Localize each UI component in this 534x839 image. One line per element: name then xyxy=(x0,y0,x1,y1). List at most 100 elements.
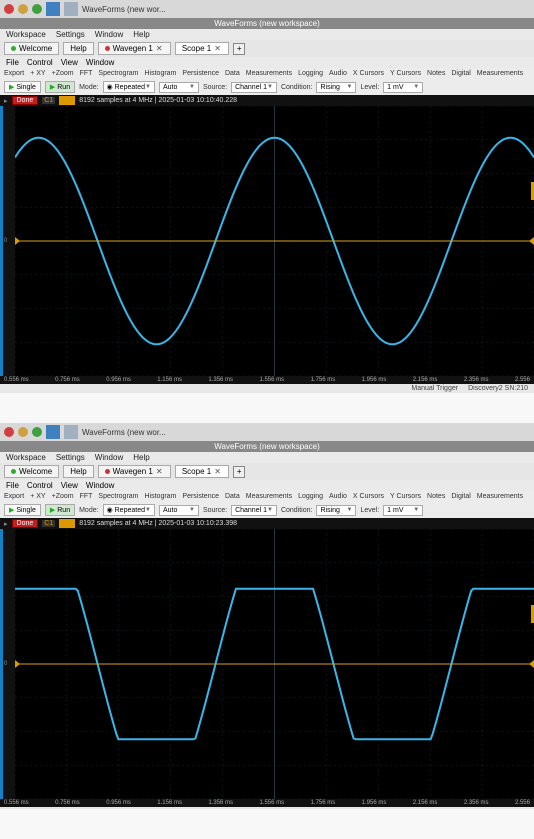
tool-data[interactable]: Data xyxy=(225,70,240,77)
add-tab-button[interactable]: + xyxy=(233,43,245,55)
tab-wavegen 1[interactable]: Wavegen 1✕ xyxy=(98,42,171,55)
scope-plot[interactable] xyxy=(15,529,534,799)
close-window-icon[interactable] xyxy=(4,4,14,14)
level-select[interactable]: 1 mV▼ xyxy=(383,505,423,516)
submenu-control[interactable]: Control xyxy=(27,58,53,67)
tool-x cur-or-[interactable]: X Cursors xyxy=(353,493,384,500)
tab-scope 1[interactable]: Scope 1✕ xyxy=(175,465,229,478)
tab-welcome[interactable]: Welcome xyxy=(4,465,59,478)
menu-settings[interactable]: Settings xyxy=(56,453,85,462)
expand-icon[interactable]: ▸ xyxy=(4,520,8,528)
mode-select[interactable]: ◉ Repeated▼ xyxy=(103,504,155,516)
tab-welcome[interactable]: Welcome xyxy=(4,42,59,55)
tool-per-i-tence[interactable]: Persistence xyxy=(182,493,219,500)
tool-mea-urement-[interactable]: Measurements xyxy=(246,70,292,77)
submenu-window[interactable]: Window xyxy=(86,58,114,67)
run-button[interactable]: ▶Run xyxy=(45,81,75,93)
tool-data[interactable]: Data xyxy=(225,493,240,500)
mode-select[interactable]: ◉ Repeated▼ xyxy=(103,81,155,93)
tool-note-[interactable]: Notes xyxy=(427,493,445,500)
tool-mea-urement-[interactable]: Measurements xyxy=(246,493,292,500)
submenu-file[interactable]: File xyxy=(6,481,19,490)
close-window-icon[interactable] xyxy=(4,427,14,437)
single-button[interactable]: ▶Single xyxy=(4,81,41,93)
tool-- xy[interactable]: + XY xyxy=(30,70,45,77)
trigger-marker-left-icon[interactable] xyxy=(15,660,20,668)
auto-select[interactable]: Auto▼ xyxy=(159,505,199,516)
submenu-window[interactable]: Window xyxy=(86,481,114,490)
tool-fft[interactable]: FFT xyxy=(80,493,93,500)
tool--zoom[interactable]: +Zoom xyxy=(52,493,74,500)
menu-help[interactable]: Help xyxy=(133,30,149,39)
submenu-file[interactable]: File xyxy=(6,58,19,67)
tool-fft[interactable]: FFT xyxy=(80,70,93,77)
single-button[interactable]: ▶Single xyxy=(4,504,41,516)
tool--zoom[interactable]: +Zoom xyxy=(52,70,74,77)
run-button[interactable]: ▶Run xyxy=(45,504,75,516)
c1-select[interactable] xyxy=(59,96,75,105)
menu-workspace[interactable]: Workspace xyxy=(6,30,46,39)
tool-- xy[interactable]: + XY xyxy=(30,493,45,500)
chevron-down-icon: ▼ xyxy=(189,84,195,90)
source-select[interactable]: Channel 1▼ xyxy=(231,82,277,93)
tool--pectrogram[interactable]: Spectrogram xyxy=(98,493,138,500)
auto-select[interactable]: Auto▼ xyxy=(159,82,199,93)
minimize-window-icon[interactable] xyxy=(18,427,28,437)
tool--pectrogram[interactable]: Spectrogram xyxy=(98,70,138,77)
close-icon[interactable]: ✕ xyxy=(214,44,222,53)
tool-digital[interactable]: Digital xyxy=(451,493,470,500)
condition-select[interactable]: Rising▼ xyxy=(316,505,356,516)
tool-digital[interactable]: Digital xyxy=(451,70,470,77)
x-tick: 1.156 ms xyxy=(157,377,182,383)
condition-select[interactable]: Rising▼ xyxy=(316,82,356,93)
tool-note-[interactable]: Notes xyxy=(427,70,445,77)
source-select[interactable]: Channel 1▼ xyxy=(231,505,277,516)
tab-scope 1[interactable]: Scope 1✕ xyxy=(175,42,229,55)
menu-workspace[interactable]: Workspace xyxy=(6,453,46,462)
scope-plot[interactable] xyxy=(15,106,534,376)
c1-select[interactable] xyxy=(59,519,75,528)
tool-mea-urement-[interactable]: Measurements xyxy=(477,493,523,500)
tool-hi-togram[interactable]: Histogram xyxy=(145,70,177,77)
tool-per-i-tence[interactable]: Persistence xyxy=(182,70,219,77)
trigger-marker-right-icon[interactable] xyxy=(529,237,534,245)
tool-x cur-or-[interactable]: X Cursors xyxy=(353,70,384,77)
tool-audio[interactable]: Audio xyxy=(329,493,347,500)
close-icon[interactable]: ✕ xyxy=(214,467,222,476)
level-select[interactable]: 1 mV▼ xyxy=(383,82,423,93)
waveforms-window-bottom: WaveForms (new wor... WaveForms (new wor… xyxy=(0,423,534,809)
minimize-window-icon[interactable] xyxy=(18,4,28,14)
menu-window[interactable]: Window xyxy=(95,453,123,462)
close-icon[interactable]: ✕ xyxy=(156,44,164,53)
toolbar-tools: Export + XY +Zoom FFT Spectrogram Histogram Pe… xyxy=(0,491,534,502)
app-icon xyxy=(46,2,60,16)
tab-help[interactable]: Help xyxy=(63,465,93,478)
submenu-view[interactable]: View xyxy=(61,481,78,490)
close-icon[interactable]: ✕ xyxy=(156,467,164,476)
tab-help[interactable]: Help xyxy=(63,42,93,55)
tool-audio[interactable]: Audio xyxy=(329,70,347,77)
maximize-window-icon[interactable] xyxy=(32,427,42,437)
trigger-marker-left-icon[interactable] xyxy=(15,237,20,245)
tab-label: Scope 1 xyxy=(182,44,211,53)
tool-export[interactable]: Export xyxy=(4,493,24,500)
tool-y cur-or-[interactable]: Y Cursors xyxy=(390,493,421,500)
add-tab-button[interactable]: + xyxy=(233,466,245,478)
trigger-marker-right-icon[interactable] xyxy=(529,660,534,668)
expand-icon[interactable]: ▸ xyxy=(4,97,8,105)
submenu-view[interactable]: View xyxy=(61,58,78,67)
tool-mea-urement-[interactable]: Measurements xyxy=(477,70,523,77)
menu-settings[interactable]: Settings xyxy=(56,30,85,39)
menu-window[interactable]: Window xyxy=(95,30,123,39)
tool-hi-togram[interactable]: Histogram xyxy=(145,493,177,500)
tab-wavegen 1[interactable]: Wavegen 1✕ xyxy=(98,465,171,478)
status-info: 8192 samples at 4 MHz | 2025-01-03 10:10… xyxy=(79,97,237,104)
submenu-control[interactable]: Control xyxy=(27,481,53,490)
tool-logging[interactable]: Logging xyxy=(298,70,323,77)
maximize-window-icon[interactable] xyxy=(32,4,42,14)
tool-y cur-or-[interactable]: Y Cursors xyxy=(390,70,421,77)
level-label: Level: xyxy=(360,84,379,91)
tool-logging[interactable]: Logging xyxy=(298,493,323,500)
tool-export[interactable]: Export xyxy=(4,70,24,77)
menu-help[interactable]: Help xyxy=(133,453,149,462)
